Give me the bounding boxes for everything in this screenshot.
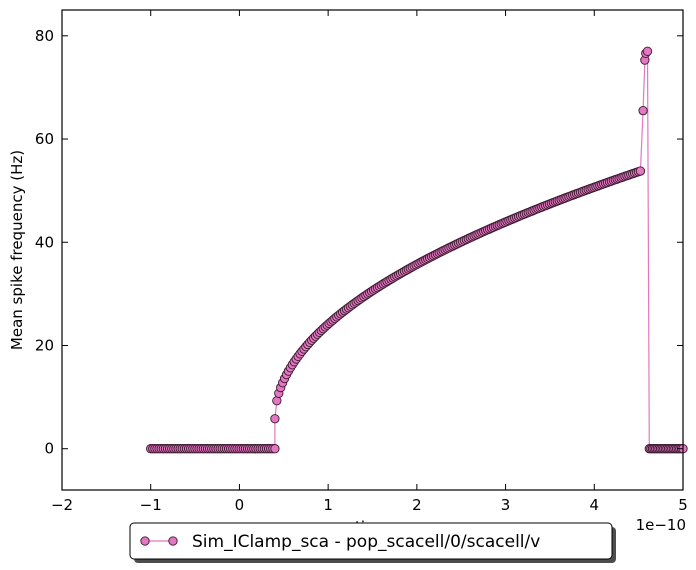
x-tick-label: 5 — [678, 496, 688, 514]
x-tick-label: 1 — [323, 496, 333, 514]
y-tick-label: 40 — [35, 233, 54, 251]
x-tick-label: 3 — [501, 496, 511, 514]
data-point — [270, 444, 280, 454]
x-tick-label: 0 — [235, 496, 245, 514]
data-point — [642, 46, 653, 56]
legend-entry: Sim_IClamp_sca - pop_scacell/0/scacell/v — [192, 532, 540, 552]
legend-box — [129, 522, 613, 560]
data-point — [270, 414, 280, 424]
x-tick-label: 2 — [412, 496, 422, 514]
plot-area — [146, 46, 688, 454]
x-tick-label: −2 — [51, 496, 73, 514]
legend: Sim_IClamp_sca - pop_scacell/0/scacell/v — [129, 522, 616, 563]
legend-marker-icon — [168, 536, 178, 546]
x-tick-label: 4 — [590, 496, 600, 514]
x-tick-label: −1 — [140, 496, 162, 514]
y-axis-label: Mean spike frequency (Hz) — [8, 150, 26, 350]
legend-marker-icon — [140, 536, 150, 546]
y-tick-label: 0 — [44, 440, 54, 458]
series-line — [150, 49, 683, 450]
x-offset-label: 1e−10 — [636, 516, 686, 534]
y-tick-label: 60 — [35, 130, 54, 148]
data-point — [638, 106, 648, 116]
plot-frame — [61, 9, 684, 491]
y-tick-label: 80 — [35, 27, 54, 45]
axes: −2 −1 0 1 2 3 4 5 0 20 40 60 80 — [35, 9, 688, 514]
data-point — [635, 166, 646, 176]
y-tick-label: 20 — [35, 336, 54, 354]
